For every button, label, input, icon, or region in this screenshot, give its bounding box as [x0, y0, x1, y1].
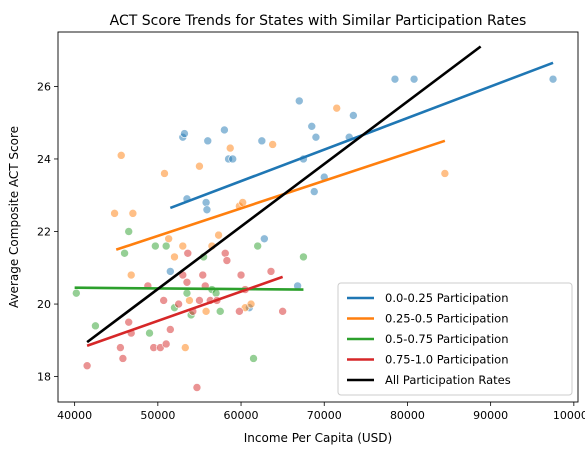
- scatter-point-series-1: [129, 209, 137, 217]
- y-tick-label: 24: [37, 153, 51, 166]
- scatter-point-series-3: [267, 267, 275, 275]
- legend-label: 0.5-0.75 Participation: [385, 332, 509, 346]
- scatter-point-series-1: [333, 104, 341, 112]
- scatter-point-series-0: [258, 137, 266, 145]
- scatter-point-series-0: [349, 111, 357, 119]
- scatter-point-series-1: [111, 209, 119, 217]
- scatter-point-series-2: [151, 242, 159, 250]
- scatter-point-series-1: [181, 344, 189, 352]
- trend-line-series-2: [75, 288, 304, 290]
- scatter-point-series-0: [229, 155, 237, 163]
- scatter-point-series-3: [184, 249, 192, 257]
- scatter-point-series-1: [185, 296, 193, 304]
- scatter-point-series-0: [312, 133, 320, 141]
- scatter-point-series-2: [216, 307, 224, 315]
- scatter-point-series-1: [160, 169, 168, 177]
- scatter-point-series-0: [310, 188, 318, 196]
- scatter-point-series-1: [239, 198, 247, 206]
- scatter-point-series-1: [269, 140, 277, 148]
- y-tick-label: 20: [37, 298, 51, 311]
- scatter-point-series-1: [226, 144, 234, 152]
- x-tick-label: 60000: [224, 409, 259, 422]
- scatter-point-series-1: [179, 242, 187, 250]
- scatter-point-series-0: [260, 235, 268, 243]
- scatter-point-series-3: [237, 271, 245, 279]
- scatter-point-series-0: [203, 206, 211, 214]
- scatter-point-series-2: [183, 289, 191, 297]
- scatter-point-series-0: [202, 198, 210, 206]
- scatter-point-series-3: [160, 296, 168, 304]
- scatter-point-series-2: [212, 289, 220, 297]
- scatter-point-series-0: [180, 130, 188, 138]
- scatter-point-series-3: [199, 271, 207, 279]
- scatter-point-series-0: [204, 137, 212, 145]
- scatter-point-series-3: [83, 362, 91, 370]
- scatter-point-series-2: [250, 354, 258, 362]
- legend-label: All Participation Rates: [385, 373, 511, 387]
- y-tick-label: 18: [37, 371, 51, 384]
- scatter-point-series-3: [125, 318, 133, 326]
- scatter-point-series-3: [166, 325, 174, 333]
- scatter-point-series-3: [193, 383, 201, 391]
- x-tick-label: 80000: [390, 409, 425, 422]
- scatter-point-series-1: [202, 307, 210, 315]
- scatter-point-series-2: [146, 329, 154, 337]
- legend: 0.0-0.25 Participation 0.25-0.5 Participa…: [338, 283, 572, 395]
- scatter-point-series-3: [183, 278, 191, 286]
- y-tick-label: 22: [37, 226, 51, 239]
- y-tick-label: 26: [37, 80, 51, 93]
- x-tick-label: 90000: [473, 409, 508, 422]
- scatter-point-series-2: [162, 242, 170, 250]
- scatter-point-series-1: [117, 151, 125, 159]
- scatter-point-series-3: [221, 249, 229, 257]
- scatter-point-series-1: [127, 271, 135, 279]
- x-tick-label: 50000: [140, 409, 175, 422]
- scatter-point-series-2: [121, 249, 129, 257]
- scatter-point-series-3: [162, 340, 170, 348]
- scatter-point-series-1: [215, 231, 223, 239]
- legend-label: 0.25-0.5 Participation: [385, 312, 509, 326]
- scatter-point-series-1: [195, 162, 203, 170]
- scatter-point-series-2: [72, 289, 80, 297]
- scatter-point-series-2: [125, 228, 133, 236]
- scatter-point-series-3: [116, 344, 124, 352]
- scatter-point-series-1: [441, 169, 449, 177]
- scatter-point-series-3: [235, 307, 243, 315]
- x-tick-label: 100000: [553, 409, 585, 422]
- x-tick-label: 40000: [57, 409, 92, 422]
- scatter-point-series-3: [195, 296, 203, 304]
- scatter-point-series-0: [391, 75, 399, 83]
- legend-label: 0.75-1.0 Participation: [385, 353, 509, 367]
- y-axis-label: Average Composite ACT Score: [7, 126, 21, 308]
- scatter-point-series-0: [166, 267, 174, 275]
- scatter-point-series-1: [247, 300, 255, 308]
- scatter-point-series-3: [279, 307, 287, 315]
- scatter-point-series-1: [170, 253, 178, 261]
- scatter-point-series-0: [220, 126, 228, 134]
- x-axis-label: Income Per Capita (USD): [244, 431, 392, 445]
- scatter-point-series-3: [119, 354, 127, 362]
- scatter-point-series-2: [254, 242, 262, 250]
- x-tick-label: 70000: [307, 409, 342, 422]
- scatter-point-series-2: [299, 253, 307, 261]
- scatter-point-series-3: [223, 257, 231, 265]
- scatter-point-series-3: [175, 300, 183, 308]
- chart-title: ACT Score Trends for States with Similar…: [110, 13, 527, 29]
- scatter-point-series-0: [295, 97, 303, 105]
- scatter-point-series-0: [410, 75, 418, 83]
- scatter-point-series-2: [91, 322, 99, 330]
- scatter-point-series-0: [308, 122, 316, 130]
- scatter-point-series-0: [549, 75, 557, 83]
- legend-label: 0.0-0.25 Participation: [385, 291, 509, 305]
- scatter-point-series-1: [165, 235, 173, 243]
